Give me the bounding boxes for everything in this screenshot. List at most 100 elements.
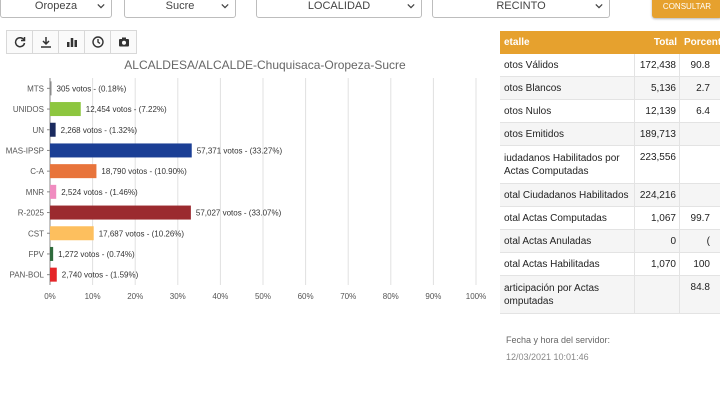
category-label: PAN-BOL [9, 271, 44, 280]
x-tick-label: 50% [255, 292, 271, 301]
bar [50, 143, 192, 158]
bar [50, 164, 97, 179]
table-header: etalle Total Porcent [500, 31, 720, 54]
bar-chart: 0% 10% 20% 30% 40% 50% 60% 70% 80% 90% 100% MTS 305 … [6, 78, 486, 301]
consultar-button[interactable]: CONSULTAR [652, 0, 720, 18]
municipio-value: Oropeza [34, 0, 78, 12]
bar [50, 102, 81, 117]
category-label: UNIDOS [13, 105, 44, 114]
data-label: 17,687 votos - (10.26%) [99, 229, 185, 238]
table-row: otal Actas Computadas 1,067 99.7 [500, 207, 720, 230]
cell-detalle: otal Actas Computadas [500, 207, 635, 229]
cell-porcentaje [680, 184, 720, 206]
data-label: 57,027 votos - (33.07%) [196, 209, 282, 218]
header-detalle: etalle [504, 37, 530, 48]
category-label: C-A [30, 167, 44, 176]
clock-button[interactable] [84, 30, 111, 54]
localidad-select[interactable]: LOCALIDAD [256, 0, 422, 18]
localidad-value: LOCALIDAD [307, 0, 371, 12]
cell-porcentaje: 6.4 [696, 105, 710, 117]
refresh-icon [14, 36, 25, 48]
download-button[interactable] [32, 30, 59, 54]
category-label: MNR [26, 188, 44, 197]
clock-icon [91, 36, 104, 48]
table-body: otos Válidos 172,438 90.8 otos Blancos 5,136… [500, 54, 720, 314]
data-label: 2,524 votos - (1.46%) [61, 188, 138, 197]
table-row: otal Actas Anuladas 0 ( [500, 230, 720, 253]
data-label: 18,790 votos - (10.90%) [101, 167, 187, 176]
cell-porcentaje: 84.8 [690, 282, 710, 293]
data-label: 57,371 votos - (33.27%) [197, 146, 283, 155]
cell-detalle: otos Válidos [500, 54, 635, 76]
table-row: otal Actas Habilitadas 1,070 100 [500, 253, 720, 276]
cell-total: 1,070 [635, 253, 680, 275]
x-tick-label: 90% [425, 292, 441, 301]
cell-porcentaje: 90.8 [690, 59, 710, 71]
header-total: Total [653, 37, 677, 48]
header-porcentaje: Porcent [684, 37, 720, 48]
x-tick-label: 0% [44, 292, 56, 301]
bar-chart-button[interactable] [58, 30, 85, 54]
cell-total [635, 276, 680, 313]
cell-porcentaje: 2.7 [696, 82, 710, 94]
cell-porcentaje [680, 123, 720, 145]
data-label: 305 votos - (0.18%) [57, 84, 127, 93]
server-time-label: Fecha y hora del servidor: [506, 335, 611, 345]
chevron-down-icon [221, 3, 229, 9]
category-label: UN [32, 126, 44, 135]
x-tick-label: 30% [170, 292, 186, 301]
bar [50, 81, 52, 96]
table-row: otos Nulos 12,139 6.4 [500, 100, 720, 123]
recinto-select[interactable]: RECINTO [432, 0, 610, 18]
bar [50, 226, 94, 241]
refresh-button[interactable] [6, 30, 33, 54]
x-tick-label: 10% [85, 292, 101, 301]
cell-total: 5,136 [635, 77, 680, 99]
category-label: R-2025 [18, 209, 45, 218]
x-tick-label: 40% [212, 292, 228, 301]
table-row: otos Válidos 172,438 90.8 [500, 54, 720, 77]
cell-porcentaje: 100 [693, 258, 710, 270]
results-table: etalle Total Porcent otos Válidos 172,438… [500, 31, 720, 314]
cell-total: 172,438 [635, 54, 680, 76]
bar [50, 122, 56, 137]
data-label: 2,740 votos - (1.59%) [62, 271, 139, 280]
bar [50, 267, 57, 282]
municipio-select[interactable]: Oropeza [0, 0, 112, 18]
cell-detalle: otos Nulos [500, 100, 635, 122]
x-tick-label: 20% [127, 292, 143, 301]
category-label: FPV [28, 250, 44, 259]
download-icon [40, 37, 51, 48]
bar-chart-icon [66, 38, 77, 47]
data-label: 2,268 votos - (1.32%) [61, 126, 138, 135]
cell-detalle: otal Ciudadanos Habilitados [500, 184, 635, 206]
chart-toolbar [6, 30, 137, 54]
cell-porcentaje: 99.7 [690, 212, 710, 224]
camera-button[interactable] [110, 30, 137, 54]
cell-porcentaje: ( [706, 235, 710, 247]
category-label: MAS-IPSP [6, 146, 44, 155]
x-tick-label: 60% [298, 292, 314, 301]
category-label: MTS [27, 84, 44, 93]
bar [50, 246, 54, 261]
x-tick-label: 100% [466, 292, 486, 301]
cell-detalle: otal Actas Anuladas [500, 230, 635, 252]
data-label: 12,454 votos - (7.22%) [86, 105, 167, 114]
cell-total: 224,216 [635, 184, 680, 206]
table-row: articipación por Actas omputadas 84.8 [500, 276, 720, 314]
x-tick-label: 70% [340, 292, 356, 301]
category-label: CST [28, 229, 44, 238]
cell-detalle: otos Blancos [500, 77, 635, 99]
table-row: otal Ciudadanos Habilitados 224,216 [500, 184, 720, 207]
table-row: iudadanos Habilitados por Actas Computad… [500, 146, 720, 184]
provincia-select[interactable]: Sucre [124, 0, 236, 18]
cell-total: 189,713 [635, 123, 680, 145]
bar [50, 205, 191, 220]
x-tick-label: 80% [383, 292, 399, 301]
data-label: 1,272 votos - (0.74%) [58, 250, 135, 259]
cell-detalle: otal Actas Habilitadas [500, 253, 635, 275]
recinto-value: RECINTO [496, 0, 546, 12]
chart-title: ALCALDESA/ALCALDE-Chuquisaca-Oropeza-Suc… [124, 58, 406, 72]
server-time-value: 12/03/2021 10:01:46 [506, 352, 589, 362]
cell-total: 12,139 [635, 100, 680, 122]
